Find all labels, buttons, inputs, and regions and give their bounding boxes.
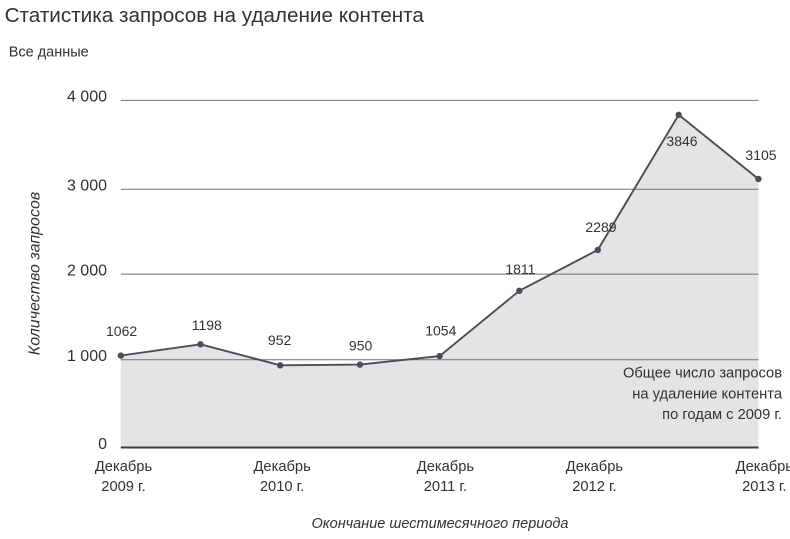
svg-text:по годам с 2009 г.: по годам с 2009 г.: [662, 407, 782, 423]
svg-text:2011 г.: 2011 г.: [424, 479, 467, 495]
svg-text:3 000: 3 000: [67, 178, 107, 195]
svg-text:Декабрь: Декабрь: [253, 459, 311, 475]
svg-text:2 000: 2 000: [67, 262, 107, 279]
svg-text:Количество запросов: Количество запросов: [27, 192, 44, 355]
svg-text:3846: 3846: [666, 133, 697, 149]
svg-text:Окончание шестимесячного перио: Окончание шестимесячного периода: [312, 516, 569, 532]
svg-text:Декабрь: Декабрь: [736, 459, 790, 475]
svg-text:3105: 3105: [745, 147, 776, 163]
svg-text:952: 952: [268, 332, 292, 348]
svg-text:на удаление контента: на удаление контента: [632, 386, 783, 402]
svg-text:1054: 1054: [425, 323, 456, 339]
svg-text:2289: 2289: [585, 219, 616, 235]
svg-text:2010 г.: 2010 г.: [260, 479, 304, 495]
svg-text:1198: 1198: [192, 317, 222, 333]
svg-text:Декабрь: Декабрь: [417, 459, 475, 475]
svg-text:Декабрь: Декабрь: [95, 459, 153, 475]
svg-text:Все данные: Все данные: [9, 45, 89, 61]
svg-text:1062: 1062: [106, 323, 137, 339]
svg-text:1811: 1811: [505, 261, 535, 277]
svg-text:2009 г.: 2009 г.: [101, 479, 145, 495]
svg-text:Статистика запросов на удалени: Статистика запросов на удаление контента: [5, 4, 425, 27]
svg-text:Декабрь: Декабрь: [566, 459, 624, 475]
svg-text:0: 0: [98, 436, 107, 453]
svg-text:1 000: 1 000: [67, 348, 107, 365]
svg-text:2013 г.: 2013 г.: [742, 479, 786, 495]
svg-text:950: 950: [349, 338, 373, 354]
svg-text:4 000: 4 000: [67, 89, 107, 106]
svg-text:2012 г.: 2012 г.: [572, 479, 616, 495]
svg-text:Общее число запросов: Общее число запросов: [623, 366, 782, 382]
